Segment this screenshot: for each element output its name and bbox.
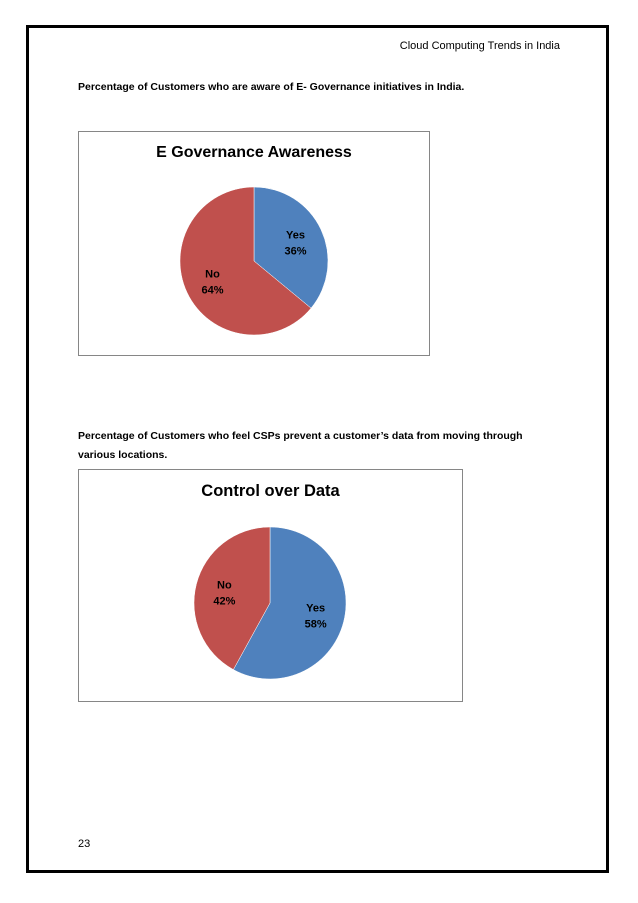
chart-2-pie: Yes 58% No 42% [193, 526, 347, 680]
chart-1-label-no-category: No [205, 269, 220, 281]
chart-1-label-no-percent: 64% [201, 285, 223, 297]
chart-2-label-no-category: No [217, 579, 232, 591]
chart-1-slice-yes [253, 186, 329, 309]
chart-1-frame: E Governance Awareness Yes 36% No 64% [78, 131, 430, 356]
chart-1-label-yes-percent: 36% [284, 245, 306, 257]
chart-1-title: E Governance Awareness [156, 144, 352, 161]
chart-2-label-yes-percent: 58% [305, 619, 327, 631]
chart-1-slice-no [179, 186, 312, 336]
page-number: 23 [78, 838, 91, 850]
chart-1-label-yes-category: Yes [286, 229, 305, 241]
chart-2-frame: Control over Data Yes 58% No 42% [78, 469, 463, 702]
chart-1-caption: Percentage of Customers who are aware of… [78, 81, 465, 93]
chart-2-title: Control over Data [201, 482, 340, 500]
chart-1-pie: Yes 36% No 64% [179, 186, 329, 336]
chart-2-slice-no [193, 526, 271, 670]
chart-2-slice-yes [233, 526, 347, 680]
page-border [26, 25, 609, 873]
chart-2-label-yes-category: Yes [306, 603, 325, 615]
chart-2-label-no-percent: 42% [213, 595, 235, 607]
chart-2-caption: Percentage of Customers who feel CSPs pr… [78, 430, 523, 461]
running-header: Cloud Computing Trends in India [399, 40, 560, 52]
